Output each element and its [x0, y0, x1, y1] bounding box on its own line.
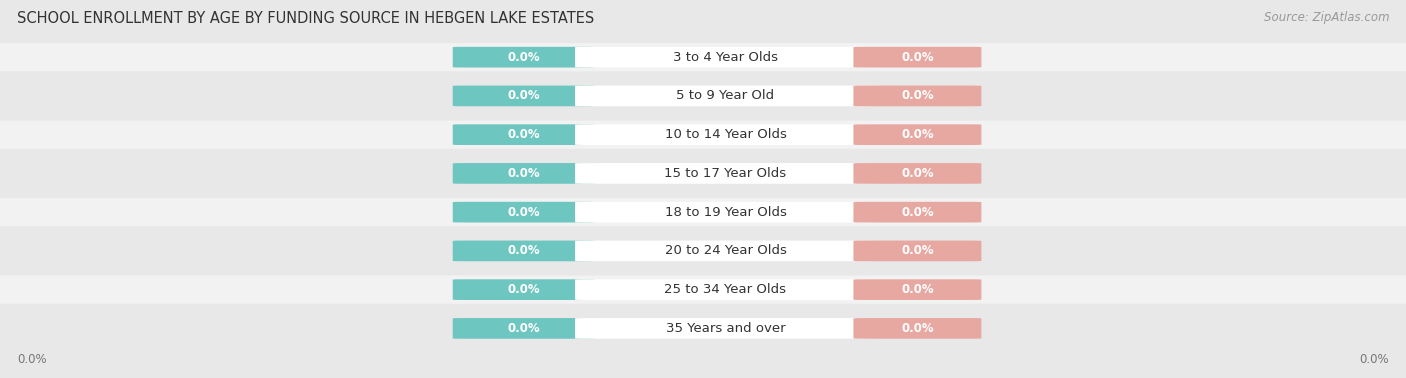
- FancyBboxPatch shape: [575, 202, 876, 223]
- Text: 3 to 4 Year Olds: 3 to 4 Year Olds: [673, 51, 778, 64]
- FancyBboxPatch shape: [575, 124, 876, 145]
- FancyBboxPatch shape: [453, 279, 595, 300]
- FancyBboxPatch shape: [453, 202, 595, 223]
- FancyBboxPatch shape: [575, 47, 876, 68]
- FancyBboxPatch shape: [0, 276, 1406, 304]
- Text: 35 Years and over: 35 Years and over: [665, 322, 786, 335]
- FancyBboxPatch shape: [0, 198, 1406, 226]
- FancyBboxPatch shape: [575, 163, 876, 184]
- Text: 0.0%: 0.0%: [901, 283, 934, 296]
- FancyBboxPatch shape: [0, 159, 1406, 187]
- FancyBboxPatch shape: [853, 318, 981, 339]
- Text: 0.0%: 0.0%: [508, 245, 540, 257]
- FancyBboxPatch shape: [853, 47, 981, 68]
- FancyBboxPatch shape: [575, 318, 876, 339]
- Text: 20 to 24 Year Olds: 20 to 24 Year Olds: [665, 245, 786, 257]
- Text: 0.0%: 0.0%: [901, 245, 934, 257]
- Text: 0.0%: 0.0%: [901, 322, 934, 335]
- FancyBboxPatch shape: [453, 85, 595, 106]
- FancyBboxPatch shape: [453, 124, 595, 145]
- Text: 0.0%: 0.0%: [508, 322, 540, 335]
- FancyBboxPatch shape: [0, 82, 1406, 110]
- Text: 0.0%: 0.0%: [901, 206, 934, 218]
- Text: 0.0%: 0.0%: [508, 283, 540, 296]
- Text: 0.0%: 0.0%: [901, 128, 934, 141]
- Text: 15 to 17 Year Olds: 15 to 17 Year Olds: [665, 167, 786, 180]
- Text: 0.0%: 0.0%: [901, 51, 934, 64]
- FancyBboxPatch shape: [853, 240, 981, 261]
- Text: 0.0%: 0.0%: [508, 128, 540, 141]
- Text: 0.0%: 0.0%: [901, 167, 934, 180]
- Text: 0.0%: 0.0%: [1360, 353, 1389, 366]
- FancyBboxPatch shape: [453, 47, 595, 68]
- FancyBboxPatch shape: [575, 240, 876, 261]
- Text: Source: ZipAtlas.com: Source: ZipAtlas.com: [1264, 11, 1389, 24]
- FancyBboxPatch shape: [853, 85, 981, 106]
- Text: 18 to 19 Year Olds: 18 to 19 Year Olds: [665, 206, 786, 218]
- FancyBboxPatch shape: [0, 121, 1406, 149]
- Text: 10 to 14 Year Olds: 10 to 14 Year Olds: [665, 128, 786, 141]
- Text: 0.0%: 0.0%: [17, 353, 46, 366]
- Text: 0.0%: 0.0%: [508, 167, 540, 180]
- Text: 25 to 34 Year Olds: 25 to 34 Year Olds: [665, 283, 786, 296]
- FancyBboxPatch shape: [0, 237, 1406, 265]
- FancyBboxPatch shape: [575, 85, 876, 106]
- FancyBboxPatch shape: [853, 279, 981, 300]
- Text: 5 to 9 Year Old: 5 to 9 Year Old: [676, 90, 775, 102]
- FancyBboxPatch shape: [0, 43, 1406, 71]
- FancyBboxPatch shape: [453, 163, 595, 184]
- FancyBboxPatch shape: [453, 240, 595, 261]
- Text: SCHOOL ENROLLMENT BY AGE BY FUNDING SOURCE IN HEBGEN LAKE ESTATES: SCHOOL ENROLLMENT BY AGE BY FUNDING SOUR…: [17, 11, 595, 26]
- Text: 0.0%: 0.0%: [901, 90, 934, 102]
- FancyBboxPatch shape: [853, 202, 981, 223]
- FancyBboxPatch shape: [0, 314, 1406, 342]
- Text: 0.0%: 0.0%: [508, 206, 540, 218]
- FancyBboxPatch shape: [853, 163, 981, 184]
- Text: 0.0%: 0.0%: [508, 90, 540, 102]
- Text: 0.0%: 0.0%: [508, 51, 540, 64]
- FancyBboxPatch shape: [453, 318, 595, 339]
- FancyBboxPatch shape: [575, 279, 876, 300]
- FancyBboxPatch shape: [853, 124, 981, 145]
